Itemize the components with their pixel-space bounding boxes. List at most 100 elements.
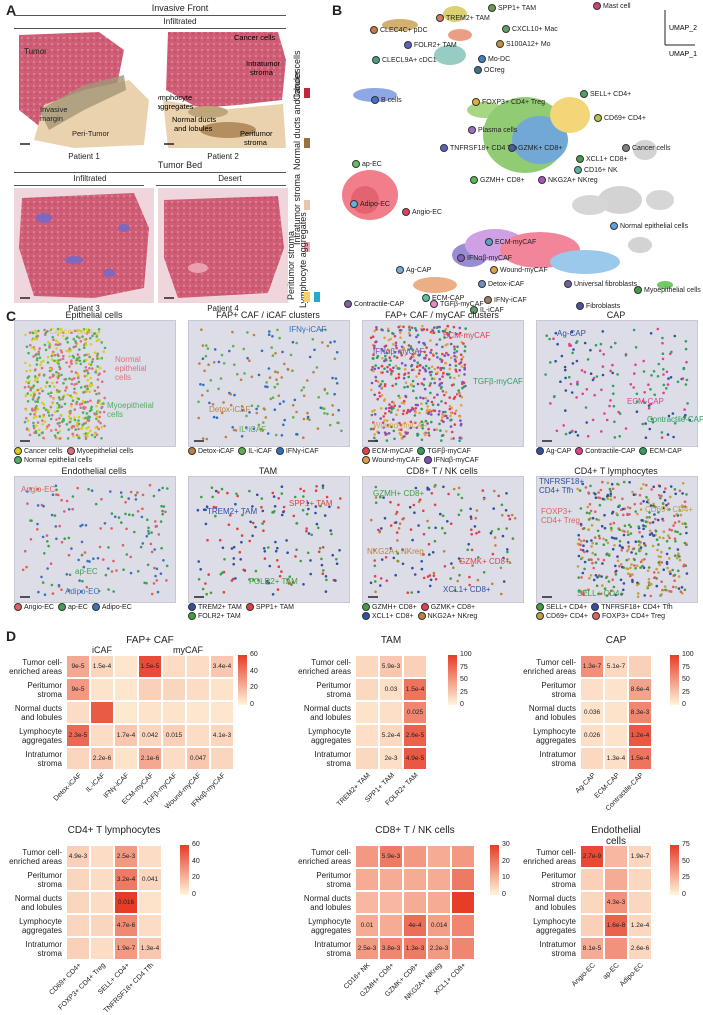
cell-point <box>501 513 504 517</box>
cell-point <box>331 404 334 407</box>
cell-point <box>80 402 84 405</box>
legend-dot <box>591 603 600 611</box>
cell-point <box>374 496 378 499</box>
cell-point <box>37 353 41 356</box>
cell-point <box>55 347 58 350</box>
cell-point <box>77 419 80 422</box>
divider <box>156 185 286 186</box>
cell-point <box>373 409 376 412</box>
cell-point <box>162 505 166 508</box>
cell-point <box>86 417 90 420</box>
cell-point <box>381 421 385 425</box>
cell-point <box>448 396 451 399</box>
cell-point <box>455 350 459 353</box>
cell-point <box>204 354 208 358</box>
cell-point <box>605 418 609 422</box>
cell-point <box>435 343 438 346</box>
umap-cluster-label: Ag-CAP <box>396 266 431 274</box>
cell-point <box>58 406 61 409</box>
cell-point <box>442 372 445 375</box>
cluster-annotation: TGFβ-myCAF <box>473 377 523 386</box>
cell-point <box>393 437 396 441</box>
cell-point <box>277 497 280 500</box>
cell-point <box>380 394 384 397</box>
cell-point <box>248 578 251 581</box>
cell-point <box>75 423 79 426</box>
cell-point <box>263 557 267 560</box>
legend-item: IFNαβ-myCAF <box>423 455 479 465</box>
umap-cluster-label: Mast cell <box>593 2 631 10</box>
cell-point <box>397 373 401 376</box>
cell-point <box>646 569 650 573</box>
cell-point <box>430 420 433 424</box>
heatmap-cell <box>66 891 90 914</box>
cell-point <box>577 576 580 579</box>
cell-point <box>394 341 398 345</box>
cell-point <box>622 582 626 585</box>
cell-point <box>665 370 669 374</box>
cell-point <box>96 378 100 381</box>
cell-point <box>620 549 624 552</box>
cell-point <box>631 573 634 576</box>
cell-point <box>100 341 103 344</box>
heatmap-cell: 4.3e-3 <box>604 891 628 914</box>
cell-point <box>375 340 378 343</box>
cell-point <box>609 522 612 526</box>
cell-point <box>397 503 400 507</box>
cell-point <box>54 428 58 432</box>
cell-point <box>265 581 269 585</box>
cell-point <box>656 327 660 331</box>
cell-point <box>460 365 464 368</box>
cell-point <box>382 415 385 418</box>
cell-point <box>44 348 48 352</box>
umap-cluster-label: CD16+ NK <box>574 166 618 174</box>
cell-point <box>454 409 458 412</box>
cell-point <box>104 573 108 577</box>
cell-point <box>627 541 630 544</box>
cell-point <box>575 396 578 399</box>
cell-point <box>77 427 80 431</box>
cell-point <box>28 364 32 367</box>
cell-point <box>391 331 394 335</box>
cell-point <box>439 429 442 432</box>
cell-point <box>291 581 295 584</box>
cell-point <box>218 538 222 542</box>
colorbar <box>238 655 247 705</box>
cell-point <box>447 333 450 336</box>
legend-swatch <box>314 292 320 302</box>
cluster-dot <box>470 306 478 314</box>
cell-point <box>282 505 286 509</box>
legend-dot <box>420 603 429 611</box>
cell-point <box>636 583 639 587</box>
cell-point <box>236 494 239 498</box>
cell-point <box>84 343 88 346</box>
cell-point <box>70 378 74 381</box>
cell-point <box>206 347 210 350</box>
heatmap-cell <box>355 747 379 770</box>
cell-point <box>96 365 99 368</box>
cluster-dot <box>488 4 496 12</box>
cell-point <box>34 353 37 357</box>
cell-point <box>662 391 665 395</box>
legend-item: TREM2+ TAM <box>188 603 242 612</box>
cell-point <box>593 393 596 397</box>
umap-cluster-label: FOXP3+ CD4+ Treg <box>472 98 545 106</box>
cell-point <box>211 495 214 499</box>
cell-point <box>316 427 320 430</box>
cell-point <box>84 437 88 440</box>
cell-point <box>50 513 54 517</box>
cell-point <box>638 493 642 497</box>
legend-text: Normal epithelial cells <box>24 456 93 464</box>
cell-point <box>233 393 236 397</box>
heatmap-cell <box>210 701 234 724</box>
cell-point <box>575 341 578 345</box>
cell-point <box>440 434 444 437</box>
cell-point <box>450 562 453 565</box>
cell-point <box>34 410 37 414</box>
heatmap-cell <box>427 891 451 914</box>
cell-point <box>458 415 462 418</box>
cell-point <box>208 401 211 405</box>
cluster-label-text: Fibroblasts <box>586 302 621 310</box>
cell-point <box>574 430 577 434</box>
cell-point <box>45 381 49 384</box>
